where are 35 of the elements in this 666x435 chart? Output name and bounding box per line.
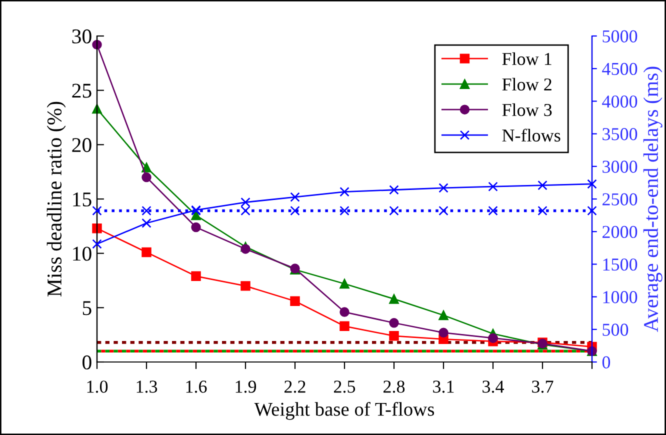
y-axis-title: Miss deadline ratio (%) (46, 102, 66, 296)
y-tick-label: 15 (73, 192, 92, 206)
y-tick-label: 25 (72, 84, 92, 98)
x-tick-label: 1.3 (136, 380, 158, 393)
y2-tick-label: 5000 (602, 30, 638, 42)
legend-label: Flow 3 (502, 103, 552, 116)
x-tick-label: 3.7 (532, 380, 554, 393)
x-tick-label: 2.8 (384, 380, 405, 393)
y2-tick-label: 2500 (602, 193, 638, 206)
y-tick-label: 10 (73, 246, 92, 261)
y2-tick-label: 2000 (602, 226, 638, 238)
y-tick-label: 20 (72, 138, 92, 152)
x-tick-label: 2.5 (334, 380, 356, 393)
legend-label: Flow 2 (502, 78, 552, 91)
legend-label: Flow 1 (502, 52, 552, 66)
y2-tick-label: 3000 (602, 160, 638, 173)
y2-axis-title: Average end-to-end delays (ms) (643, 66, 662, 332)
x-tick-label: 3.1 (433, 380, 454, 393)
legend-label: N-flows (502, 128, 560, 142)
x-tick-label: 2.2 (284, 380, 306, 393)
y-tick-label: 0 (82, 355, 92, 370)
x-tick-label: 1.9 (236, 380, 256, 393)
y2-tick-label: 500 (602, 324, 628, 336)
x-tick-label: 1.0 (87, 380, 108, 393)
y-tick-label: 30 (72, 29, 92, 44)
x-axis-title: Weight base of T-flows (254, 402, 434, 420)
y2-tick-label: 1500 (603, 258, 638, 271)
y2-tick-label: 4500 (602, 62, 638, 76)
y2-tick-label: 0 (602, 356, 610, 368)
x-tick-label: 3.4 (482, 380, 504, 393)
y-tick-label: 5 (82, 301, 92, 316)
y2-tick-label: 1000 (603, 291, 638, 304)
y2-tick-label: 3500 (602, 128, 638, 140)
x-tick-label: 1.6 (186, 380, 207, 393)
y2-tick-label: 4000 (602, 95, 638, 108)
